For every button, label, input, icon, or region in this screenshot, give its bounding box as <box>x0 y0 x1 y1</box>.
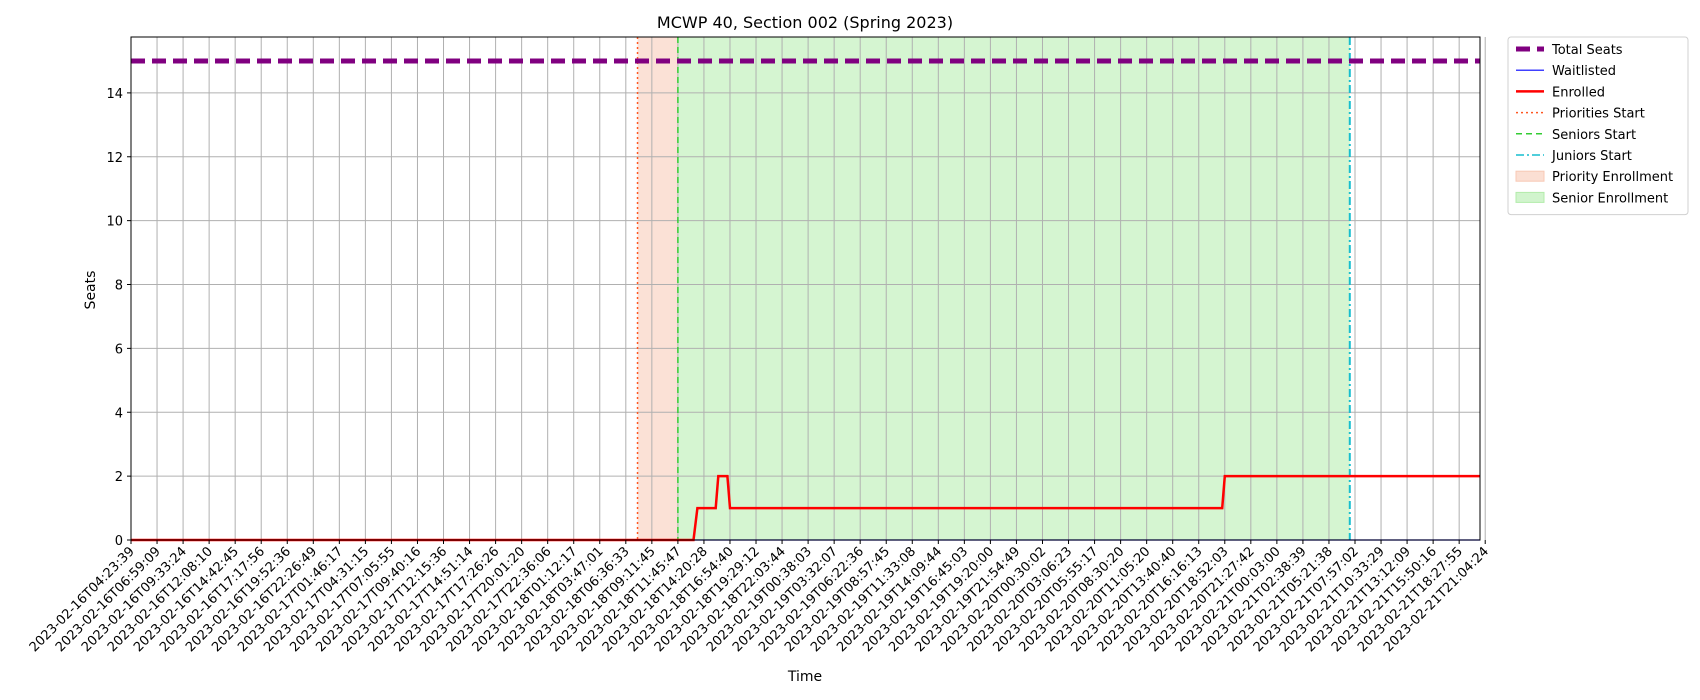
legend-label-senior-enrollment: Senior Enrollment <box>1552 191 1668 206</box>
legend-label-priority-enrollment: Priority Enrollment <box>1552 170 1673 185</box>
legend-label-enrolled: Enrolled <box>1552 85 1605 100</box>
y-tick-label: 10 <box>106 215 123 230</box>
legend-swatch-priority-enrollment <box>1515 170 1545 182</box>
span-senior-enrollment <box>677 37 1350 540</box>
legend-label-priorities-start: Priorities Start <box>1552 107 1645 122</box>
y-tick-label: 0 <box>115 534 123 549</box>
y-tick-label: 2 <box>115 470 123 485</box>
legend: Total Seats Waitlisted Enrolled Priorities … <box>1507 36 1689 216</box>
y-tick-label: 12 <box>106 151 123 166</box>
plot-area: 024681012142023-02-16T04:23:392023-02-16… <box>27 36 1492 655</box>
y-tick-label: 8 <box>115 279 123 294</box>
y-tick-label: 6 <box>115 342 123 357</box>
legend-label-total-seats: Total Seats <box>1551 43 1623 58</box>
legend-swatch-senior-enrollment <box>1515 191 1545 203</box>
legend-box <box>1507 36 1689 216</box>
legend-label-seniors-start: Seniors Start <box>1552 128 1636 143</box>
y-tick-label: 4 <box>115 406 123 421</box>
y-axis-title: Seats <box>83 271 99 310</box>
axes-frame <box>130 36 1481 541</box>
legend-label-juniors-start: Juniors Start <box>1551 149 1632 164</box>
legend-label-waitlisted: Waitlisted <box>1552 64 1616 79</box>
y-tick-label: 14 <box>106 87 123 102</box>
span-priority-enrollment <box>637 37 678 540</box>
x-axis-title: Time <box>787 669 822 685</box>
series-enrolled <box>131 474 1480 542</box>
chart-title: MCWP 40, Section 002 (Spring 2023) <box>657 13 953 32</box>
